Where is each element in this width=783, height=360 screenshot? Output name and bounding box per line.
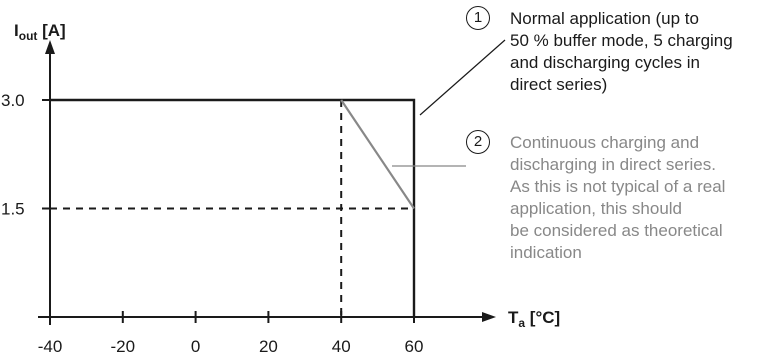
axes (38, 40, 496, 325)
x-axis-arrow (482, 312, 496, 322)
annotation-1-leader (419, 39, 506, 116)
y-tick-label: 3.0 (1, 91, 25, 110)
annotation-1-line: direct series) (510, 75, 608, 94)
annotation-2-line: application, this should (510, 199, 683, 218)
y-tick-label: 1.5 (1, 200, 25, 219)
annotation-1-text: Normal application (up to 50 % buffer mo… (510, 8, 733, 96)
annotation-2-line: discharging in direct series. (510, 155, 716, 174)
x-tick-label: 20 (259, 337, 278, 356)
x-tick-label: 60 (405, 337, 424, 356)
x-tick-label: -20 (111, 337, 136, 356)
x-tick-label: 0 (191, 337, 200, 356)
annotation-2-text: Continuous charging and discharging in d… (510, 132, 725, 264)
annotation-1-number: 1 (466, 6, 490, 30)
annotation-2-line: indication (510, 243, 582, 262)
annotation-2-line: As this is not typical of a real (510, 177, 726, 196)
x-axis-label: Ta [°C] (508, 308, 560, 330)
y-axis-label: Iout [A] (14, 21, 66, 43)
ticks: -40 -20 0 20 40 60 1.5 3.0 (1, 91, 423, 356)
annotation-2-line: be considered as theoretical (510, 221, 723, 240)
x-tick-label: 40 (332, 337, 351, 356)
series-line-1 (50, 98, 416, 317)
annotation-1-line: and discharging cycles in (510, 53, 700, 72)
annotation-2-line: Continuous charging and (510, 133, 700, 152)
series (50, 98, 416, 317)
annotation-2-number: 2 (466, 130, 490, 154)
x-tick-label: -40 (38, 337, 63, 356)
annotation-1-line: 50 % buffer mode, 5 charging (510, 31, 733, 50)
annotation-leaders (392, 39, 506, 167)
series-line-2 (340, 99, 415, 210)
annotation-1-line: Normal application (up to (510, 9, 699, 28)
guides (50, 100, 414, 317)
y-axis-arrow (45, 40, 55, 54)
